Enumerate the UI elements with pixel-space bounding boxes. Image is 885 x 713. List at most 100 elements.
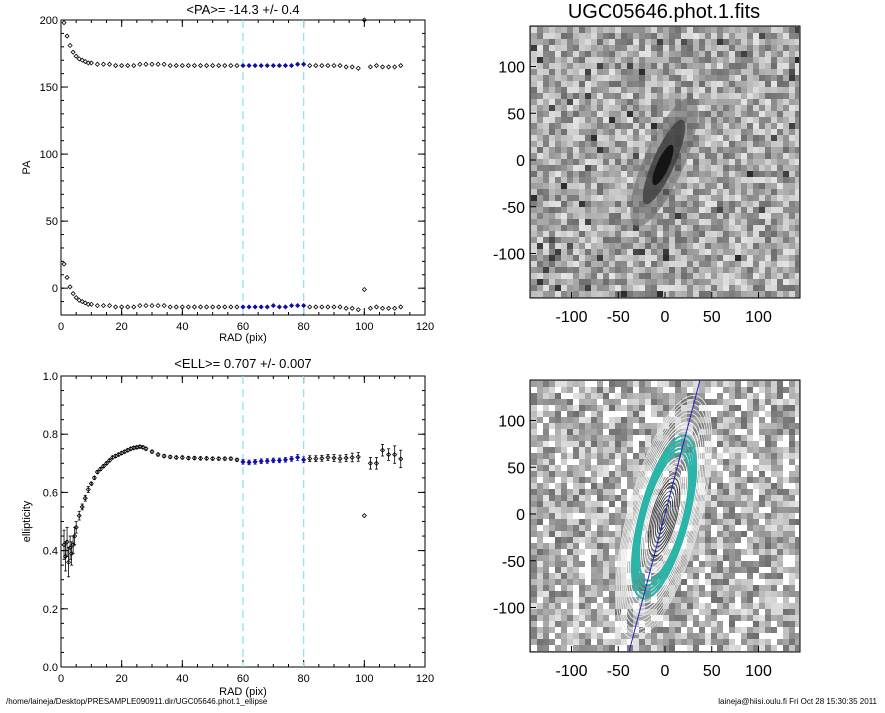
image-pixel [597,429,603,435]
image-pixel [579,393,585,399]
image-pixel [543,537,549,543]
image-pixel [579,591,585,597]
image-pixel [729,165,735,171]
image-pixel [729,525,735,531]
image-pixel [741,573,747,579]
image-pixel [747,141,753,147]
image-pixel [711,45,717,51]
image-pixel [723,231,729,237]
image-pixel [585,519,591,525]
image-pixel [693,135,699,141]
image-pixel [795,99,799,105]
image-pixel [567,489,573,495]
image-pixel [783,567,789,573]
image-pixel [597,189,603,195]
image-pixel [699,627,705,633]
image-pixel [639,393,645,399]
image-pixel [759,165,765,171]
image-pixel [537,171,543,177]
image-pixel [711,291,717,297]
image-pixel [777,279,783,285]
image-pixel [597,573,603,579]
image-pixel [663,75,669,81]
image-pixel [747,435,753,441]
image-pixel [789,519,795,525]
image-pixel [729,645,735,651]
image-pixel [747,183,753,189]
image-pixel [579,411,585,417]
image-pixel [579,441,585,447]
image-pixel [687,423,693,429]
image-pixel [759,69,765,75]
image-pixel [741,279,747,285]
image-pixel [639,39,645,45]
image-pixel [765,141,771,147]
image-pixel [633,603,639,609]
image-pixel [687,267,693,273]
image-pixel [759,513,765,519]
image-pixel [555,93,561,99]
image-pixel [609,381,615,387]
image-pixel [681,381,687,387]
data-point [64,539,70,545]
image-pixel [729,279,735,285]
image-pixel [705,639,711,645]
image-pixel [753,429,759,435]
image-pixel [795,549,799,555]
image-pixel [753,477,759,483]
image-pixel [609,639,615,645]
image-pixel [645,123,651,129]
image-pixel [747,591,753,597]
image-pixel [783,615,789,621]
image-pixel [717,69,723,75]
data-point [270,63,276,69]
image-pixel [657,69,663,75]
image-pixel [675,465,681,471]
image-pixel [657,483,663,489]
image-pixel [537,153,543,159]
image-pixel [735,135,741,141]
image-pixel [789,45,795,51]
image-pixel [741,609,747,615]
image-pixel [537,561,543,567]
image-pixel [759,609,765,615]
image-pixel [783,27,789,33]
image-pixel [537,87,543,93]
image-pixel [711,87,717,93]
image-pixel [747,33,753,39]
image-pixel [609,285,615,291]
image-pixel [777,285,783,291]
image-pixel [711,285,717,291]
image-pixel [705,261,711,267]
image-pixel [783,489,789,495]
image-pixel [693,249,699,255]
image-pixel [699,399,705,405]
image-pixel [723,549,729,555]
image-pixel [729,69,735,75]
image-pixel [555,213,561,219]
image-pixel [735,567,741,573]
image-pixel [771,435,777,441]
image-pixel [753,573,759,579]
image-pixel [657,291,663,297]
image-pixel [573,387,579,393]
image-pixel [741,447,747,453]
data-point [240,459,246,465]
image-pixel [579,585,585,591]
image-pixel [573,525,579,531]
image-pixel [669,27,675,33]
image-pixel [771,231,777,237]
image-pixel [759,231,765,237]
image-pixel [693,273,699,279]
image-pixel [741,249,747,255]
image-pixel [753,195,759,201]
image-pixel [747,393,753,399]
image-pixel [543,609,549,615]
image-pixel [621,507,627,513]
image-pixel [771,255,777,261]
image-pixel [765,27,771,33]
image-pixel [561,81,567,87]
image-pixel [681,543,687,549]
image-pixel [633,105,639,111]
image-pixel [585,201,591,207]
